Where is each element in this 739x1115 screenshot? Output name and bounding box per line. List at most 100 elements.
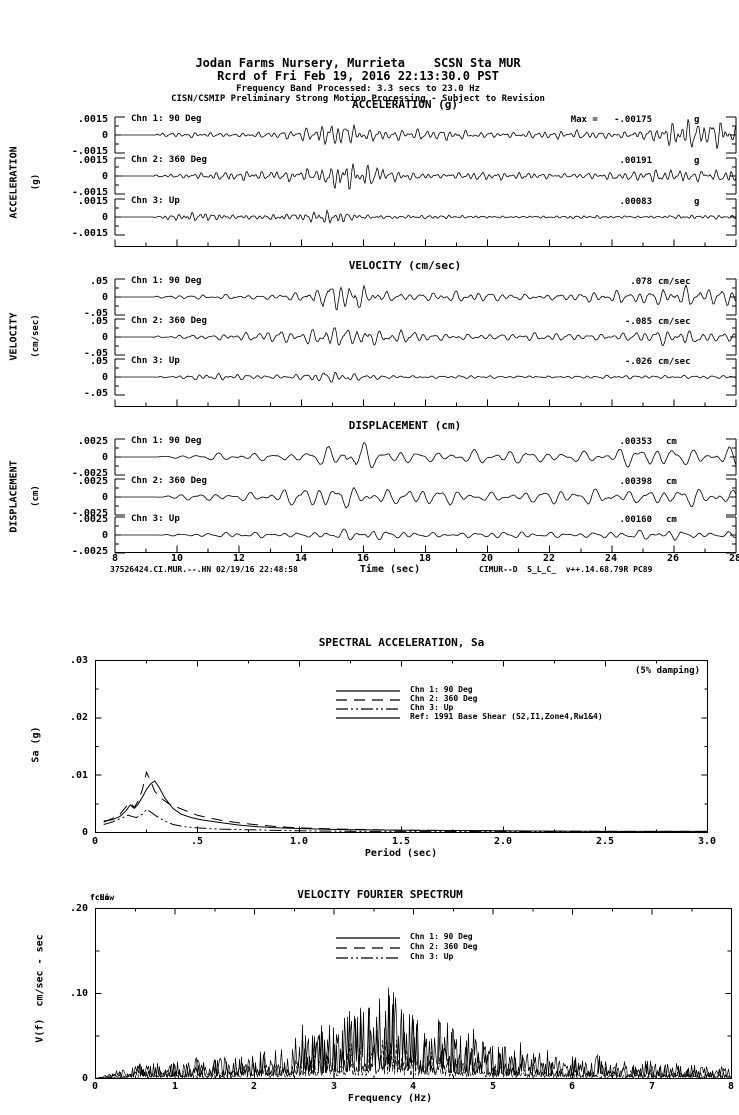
- fourier-xtick: 6: [568, 1081, 576, 1092]
- time-tick: 18: [418, 553, 432, 564]
- channel-label: Chn 1: 90 Deg: [131, 436, 202, 446]
- sa-damping-note: (5% damping): [634, 666, 700, 676]
- displacement-panel-title: DISPLACEMENT (cm): [348, 419, 462, 432]
- sa-xlabel: Period (sec): [364, 848, 438, 859]
- ytick-top: .0025: [77, 514, 108, 525]
- station-title: Jodan Farms Nursery, Murrieta SCSN Sta M…: [195, 56, 521, 70]
- max-value: -.026: [624, 357, 652, 367]
- max-unit: g: [694, 115, 700, 125]
- displacement-time-axis: [114, 545, 737, 553]
- fourier-xtick: 2: [250, 1081, 258, 1092]
- sa-ytick: .02: [69, 712, 88, 723]
- waveform-acc-chn3: [114, 198, 737, 236]
- ytick-zero: 0: [101, 372, 108, 383]
- record-datetime: Rcrd of Fri Feb 19, 2016 22:13:30.0 PST: [217, 69, 499, 83]
- legend-line-chn2: [336, 699, 400, 701]
- ytick-bottom: -.0015: [71, 228, 108, 239]
- sa-xtick: 2.0: [493, 836, 513, 847]
- ytick-zero: 0: [101, 130, 108, 141]
- fourier-ylabel: V(f) cm/sec - sec: [34, 934, 46, 1043]
- channel-label: Chn 2: 360 Deg: [131, 316, 207, 326]
- fourier-legend-chn1: Chn 1: 90 Deg: [410, 932, 473, 941]
- max-value: .078: [630, 277, 652, 287]
- ytick-zero: 0: [101, 332, 108, 343]
- sa-chart: [95, 659, 708, 833]
- sa-xtick: 1.5: [391, 836, 411, 847]
- sa-xtick: 1.0: [289, 836, 309, 847]
- sa-legend-ref: Ref: 1991 Base Shear (S2,I1,Zone4,Rw1&4): [410, 712, 603, 721]
- fourier-xtick: 1: [171, 1081, 179, 1092]
- sa-ytick: 0: [81, 827, 88, 838]
- time-tick: 22: [542, 553, 556, 564]
- sa-legend-chn3: Chn 3: Up: [410, 703, 454, 712]
- fourier-xtick: 3: [330, 1081, 338, 1092]
- channel-label: Chn 3: Up: [131, 356, 180, 366]
- ytick-top: .0025: [77, 476, 108, 487]
- ytick-top: .0015: [77, 114, 108, 125]
- fourier-ytick: .20: [69, 903, 88, 914]
- max-unit: cm/sec: [658, 277, 691, 287]
- ytick-top: .05: [89, 356, 108, 367]
- fc-low-annotation: fcLow: [90, 893, 115, 902]
- legend-line-chn2: [336, 947, 400, 949]
- max-unit: cm: [666, 477, 677, 487]
- channel-label: Chn 2: 360 Deg: [131, 155, 207, 165]
- sa-xtick: 2.5: [595, 836, 615, 847]
- fourier-xlabel: Frequency (Hz): [347, 1093, 433, 1104]
- ytick-zero: 0: [101, 292, 108, 303]
- acceleration-panel-title: ACCELERATION (g): [352, 98, 458, 111]
- channel-label: Chn 3: Up: [131, 196, 180, 206]
- displacement-axis-label: DISPLACEMENT: [8, 460, 20, 533]
- channel-label: Chn 2: 360 Deg: [131, 476, 207, 486]
- ytick-top: .0015: [77, 196, 108, 207]
- sa-xtick: 0: [91, 836, 99, 847]
- sa-xtick: 3.0: [697, 836, 717, 847]
- max-unit: cm/sec: [658, 357, 691, 367]
- fourier-xtick: 7: [648, 1081, 656, 1092]
- waveform-vel-chn2: [114, 318, 737, 356]
- ytick-top: .0015: [77, 155, 108, 166]
- fourier-ytick: .10: [69, 988, 88, 999]
- fourier-xtick: 5: [489, 1081, 497, 1092]
- max-value: Max = -.00175: [570, 115, 652, 125]
- time-tick: 12: [232, 553, 246, 564]
- sa-xtick: .5: [190, 836, 204, 847]
- legend-line-ref: [336, 717, 400, 719]
- channel-label: Chn 3: Up: [131, 514, 180, 524]
- ytick-bottom: -.0015: [71, 187, 108, 198]
- ytick-zero: 0: [101, 171, 108, 182]
- sa-chart-title: SPECTRAL ACCELERATION, Sa: [318, 636, 485, 649]
- max-value: .00353: [619, 437, 652, 447]
- sa-ytick: .01: [69, 770, 88, 781]
- waveform-vel-chn3: [114, 358, 737, 396]
- max-unit: g: [694, 156, 700, 166]
- time-tick: 26: [666, 553, 680, 564]
- velocity-panel-title: VELOCITY (cm/sec): [348, 259, 462, 272]
- ytick-bottom: -.05: [83, 388, 108, 399]
- max-value: -.085: [624, 317, 652, 327]
- max-value: .00398: [619, 477, 652, 487]
- channel-label: Chn 1: 90 Deg: [131, 114, 202, 124]
- acceleration-time-axis: [114, 239, 737, 247]
- legend-line-chn3: [336, 708, 400, 710]
- ytick-bottom: -.05: [83, 348, 108, 359]
- waveform-disp-chn1: [114, 438, 737, 476]
- time-axis-label: Time (sec): [359, 564, 421, 575]
- velocity-time-axis: [114, 399, 737, 407]
- max-unit: cm/sec: [658, 317, 691, 327]
- sa-ytick: .03: [69, 655, 88, 666]
- ytick-zero: 0: [101, 212, 108, 223]
- ytick-bottom: -.0025: [71, 546, 108, 557]
- ytick-bottom: -.05: [83, 308, 108, 319]
- legend-line-chn3: [336, 957, 400, 959]
- ytick-bottom: -.0025: [71, 468, 108, 479]
- time-tick: 28: [728, 553, 739, 564]
- time-tick: 24: [604, 553, 618, 564]
- fourier-xtick: 4: [409, 1081, 417, 1092]
- waveform-vel-chn1: [114, 278, 737, 316]
- ytick-top: .05: [89, 276, 108, 287]
- processing-note: CISN/CSMIP Preliminary Strong Motion Pro…: [171, 94, 545, 104]
- fc-high-annotation: fcHi: [90, 893, 110, 902]
- time-tick: 20: [480, 553, 494, 564]
- ytick-top: .0025: [77, 436, 108, 447]
